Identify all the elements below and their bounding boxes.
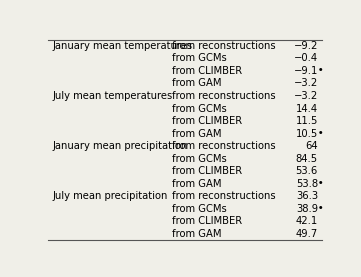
Text: from GAM: from GAM	[173, 179, 222, 189]
Text: July mean temperatures: July mean temperatures	[52, 91, 172, 101]
Text: from GAM: from GAM	[173, 129, 222, 138]
Text: January mean precipitation: January mean precipitation	[52, 141, 187, 151]
Text: from reconstructions: from reconstructions	[173, 91, 276, 101]
Text: from reconstructions: from reconstructions	[173, 191, 276, 201]
Text: from reconstructions: from reconstructions	[173, 41, 276, 51]
Text: 49.7: 49.7	[296, 229, 318, 239]
Text: −9.1: −9.1	[293, 66, 318, 76]
Text: •: •	[318, 204, 323, 213]
Text: from CLIMBER: from CLIMBER	[173, 116, 243, 126]
Text: from GAM: from GAM	[173, 78, 222, 88]
Text: from GCMs: from GCMs	[173, 204, 227, 214]
Text: 53.8: 53.8	[296, 179, 318, 189]
Text: 84.5: 84.5	[296, 154, 318, 164]
Text: 38.9: 38.9	[296, 204, 318, 214]
Text: −9.2: −9.2	[293, 41, 318, 51]
Text: from GCMs: from GCMs	[173, 154, 227, 164]
Text: from GAM: from GAM	[173, 229, 222, 239]
Text: from CLIMBER: from CLIMBER	[173, 216, 243, 226]
Text: January mean temperatures: January mean temperatures	[52, 41, 192, 51]
Text: 14.4: 14.4	[296, 104, 318, 114]
Text: from CLIMBER: from CLIMBER	[173, 166, 243, 176]
Text: 53.6: 53.6	[296, 166, 318, 176]
Text: from GCMs: from GCMs	[173, 104, 227, 114]
Text: •: •	[318, 129, 323, 138]
Text: from reconstructions: from reconstructions	[173, 141, 276, 151]
Text: •: •	[318, 179, 323, 188]
Text: from CLIMBER: from CLIMBER	[173, 66, 243, 76]
Text: −3.2: −3.2	[293, 91, 318, 101]
Text: −3.2: −3.2	[293, 78, 318, 88]
Text: 64: 64	[305, 141, 318, 151]
Text: 42.1: 42.1	[296, 216, 318, 226]
Text: •: •	[318, 66, 323, 75]
Text: −0.4: −0.4	[294, 53, 318, 63]
Text: 36.3: 36.3	[296, 191, 318, 201]
Text: 10.5: 10.5	[296, 129, 318, 138]
Text: July mean precipitation: July mean precipitation	[52, 191, 168, 201]
Text: 11.5: 11.5	[296, 116, 318, 126]
Text: from GCMs: from GCMs	[173, 53, 227, 63]
